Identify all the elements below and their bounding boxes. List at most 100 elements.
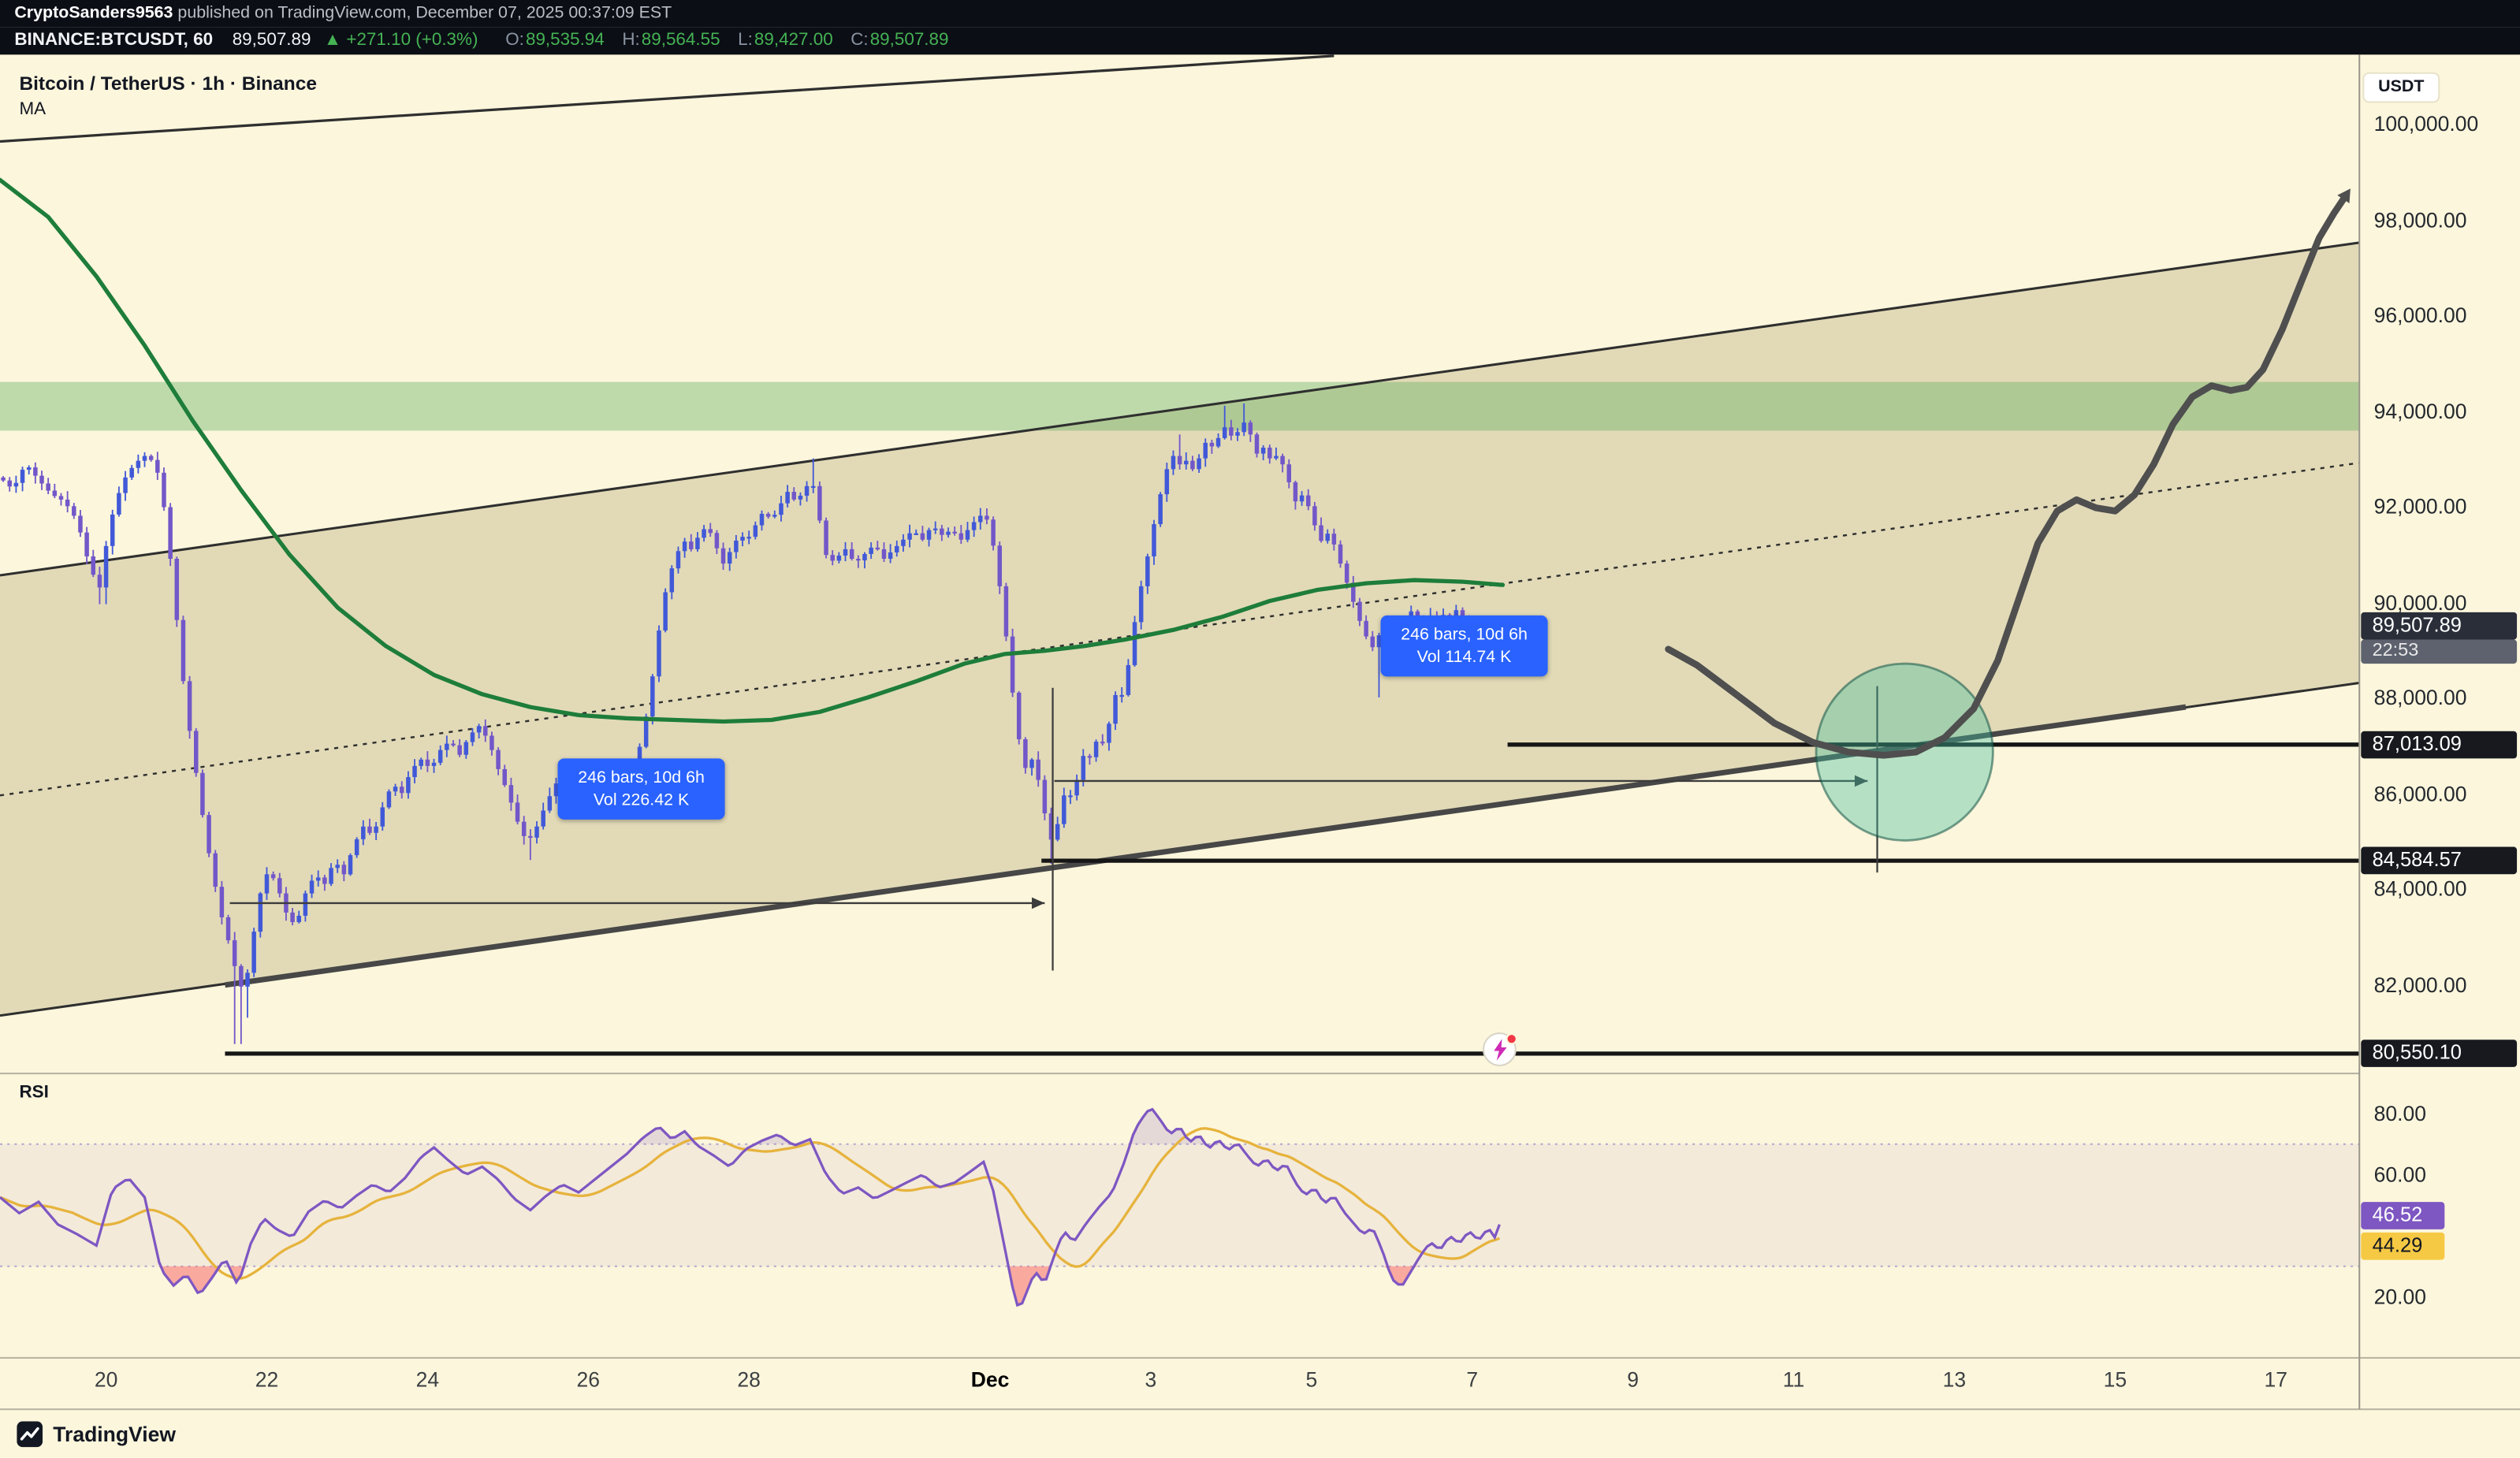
candle-body	[824, 520, 828, 556]
measure-label-box[interactable]: 246 bars, 10d 6h Vol 226.42 K	[557, 758, 725, 820]
flash-idea-icon[interactable]	[1482, 1030, 1521, 1069]
low-value: 89,427.00	[754, 30, 833, 50]
candle-body	[1209, 442, 1215, 447]
candle-body	[1158, 494, 1163, 525]
candle-body	[386, 791, 392, 808]
candle-body	[1197, 458, 1201, 470]
candle-body	[965, 530, 970, 540]
candle-body	[251, 932, 256, 973]
candle-body	[946, 531, 951, 535]
candle-body	[142, 456, 147, 461]
ma-indicator-label[interactable]: MA	[19, 99, 47, 119]
candle-body	[895, 545, 899, 552]
candle-body	[1338, 544, 1343, 564]
time-axis-label[interactable]: 15	[2103, 1367, 2127, 1392]
candle-body	[702, 529, 706, 538]
candle-body	[445, 743, 449, 750]
candle-body	[78, 515, 83, 533]
rsi-axis-label: 60.00	[2373, 1162, 2426, 1187]
channel-upper-line[interactable]	[0, 241, 2360, 577]
candle-body	[232, 940, 237, 966]
price-axis-label: 92,000.00	[2373, 493, 2467, 519]
time-axis-label[interactable]: 24	[415, 1367, 440, 1392]
rsi-indicator-label[interactable]: RSI	[19, 1083, 49, 1103]
candle-body	[1074, 779, 1079, 796]
time-axis-label[interactable]: 3	[1145, 1367, 1157, 1392]
time-axis-label[interactable]: 20	[94, 1367, 118, 1392]
candle-body	[836, 555, 842, 561]
candle-body	[958, 533, 964, 540]
time-axis-label[interactable]: 13	[1942, 1367, 1967, 1392]
price-pane[interactable]	[0, 54, 2360, 1056]
time-axis-label[interactable]: Dec	[970, 1367, 1010, 1392]
rsi-pane[interactable]	[0, 1107, 2360, 1307]
price-axis-label: 84,000.00	[2373, 876, 2467, 901]
candle-body	[489, 735, 494, 750]
time-axis-label[interactable]: 11	[1782, 1367, 1805, 1392]
low-label: L:	[738, 30, 753, 50]
candle-body	[1081, 756, 1086, 780]
symbol-info-bar: BINANCE:BTCUSDT, 60 89,507.89 ▲ +271.10 …	[0, 27, 2520, 55]
time-axis-label[interactable]: 9	[1627, 1367, 1639, 1392]
candle-body	[155, 459, 160, 473]
candle-body	[508, 785, 514, 803]
candle-body	[1203, 442, 1208, 459]
candle-body	[354, 839, 359, 856]
candle-body	[103, 545, 109, 588]
candle-body	[412, 765, 417, 778]
price-axis-label: 90,000.00	[2373, 590, 2467, 614]
time-axis-label[interactable]: 26	[576, 1367, 601, 1392]
price-axis-label: 100,000.00	[2373, 111, 2479, 136]
candle-body	[1003, 586, 1009, 637]
candle-body	[97, 575, 102, 588]
candle-body	[258, 893, 263, 932]
bar-countdown-badge: 22:53	[2361, 639, 2518, 664]
measure-label-box[interactable]: 246 bars, 10d 6h Vol 114.74 K	[1380, 615, 1548, 677]
time-axis-label[interactable]: 5	[1305, 1367, 1318, 1392]
candle-body	[181, 619, 186, 682]
candle-body	[1145, 556, 1150, 586]
resistance-top-line[interactable]	[0, 54, 1334, 143]
rsi-ma-line[interactable]	[0, 1127, 1500, 1280]
candle-body	[901, 539, 906, 546]
symbol-name[interactable]: BINANCE:BTCUSDT, 60	[14, 30, 214, 50]
candle-body	[843, 549, 848, 556]
time-axis-label[interactable]: 22	[255, 1367, 279, 1392]
candle-body	[1364, 620, 1368, 637]
projection-curve[interactable]	[1665, 195, 2347, 759]
candle-body	[239, 965, 244, 987]
supply-zone[interactable]	[0, 381, 2360, 431]
candle-body	[695, 537, 700, 549]
channel-median-line[interactable]	[0, 462, 2360, 797]
candle-body	[84, 532, 89, 556]
tradingview-wordmark[interactable]: TradingView	[53, 1421, 176, 1446]
ma-line[interactable]	[0, 177, 1506, 724]
candle-body	[374, 826, 378, 833]
time-axis-label[interactable]: 17	[2264, 1367, 2287, 1392]
time-axis-label[interactable]: 7	[1466, 1367, 1479, 1392]
close-label: C:	[851, 30, 869, 50]
price-axis-label: 96,000.00	[2373, 303, 2467, 327]
candle-body	[1460, 610, 1465, 618]
chart-legend[interactable]: Bitcoin / TetherUS · 1h · Binance MA	[19, 73, 317, 119]
price-change: ▲ +271.10 (+0.3%)	[323, 30, 478, 50]
quote-currency-chip[interactable]: USDT	[2364, 73, 2439, 102]
candle-body	[932, 528, 938, 530]
candle-body	[708, 529, 713, 534]
legend-title[interactable]: Bitcoin / TetherUS · 1h · Binance	[19, 72, 317, 95]
rsi-line[interactable]	[0, 1107, 1501, 1307]
candle-body	[219, 887, 225, 917]
time-axis-label[interactable]: 28	[737, 1367, 761, 1392]
candle-body	[1331, 534, 1337, 545]
candle-body	[187, 681, 192, 731]
candle-body	[123, 477, 128, 493]
candle-body	[1062, 795, 1066, 824]
tradingview-logo-icon[interactable]	[16, 1419, 43, 1447]
candle-body	[779, 503, 784, 515]
rsi-band	[0, 1144, 2360, 1266]
open-label: O:	[505, 30, 524, 50]
candle-body	[110, 514, 115, 546]
candle-body	[1023, 739, 1028, 768]
